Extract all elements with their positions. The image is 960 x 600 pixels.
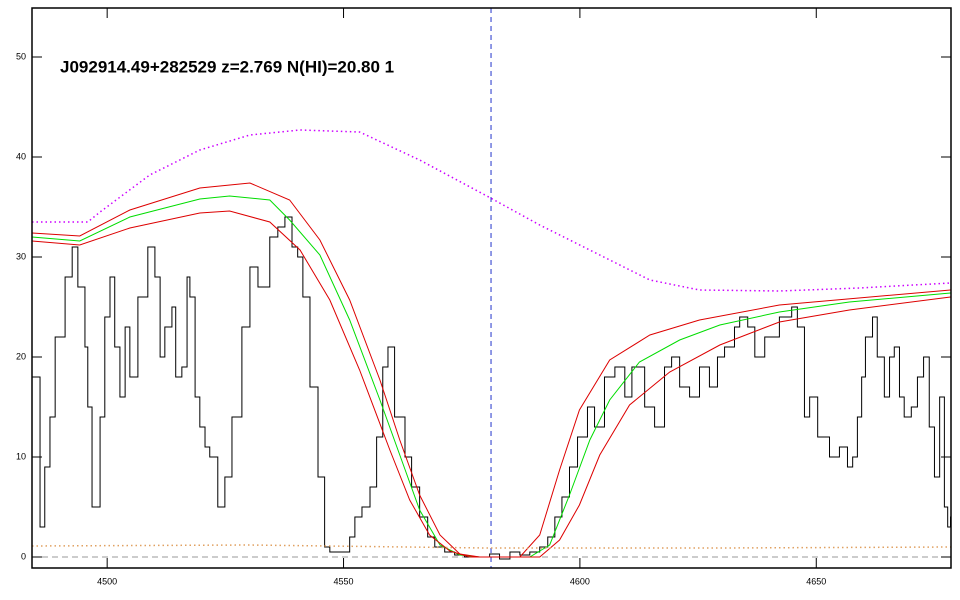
model-line — [31, 195, 951, 558]
y-tick-label: 20 — [16, 351, 26, 361]
y-tick-label: 10 — [16, 451, 26, 461]
y-tick-label: 0 — [21, 551, 26, 561]
x-tick-label: 4650 — [806, 576, 826, 586]
x-tick-label: 4600 — [570, 576, 590, 586]
x-tick-label: 4500 — [97, 576, 117, 586]
flux — [32, 216, 952, 560]
y-tick-label: 40 — [16, 151, 26, 161]
y-tick-label: 30 — [16, 251, 26, 261]
y-tick-label: 50 — [16, 51, 26, 61]
x-tick-label: 4550 — [334, 576, 354, 586]
model-line — [31, 210, 951, 558]
chart-title: J092914.49+282529 z=2.769 N(HI)=20.80 1 — [60, 57, 394, 76]
model-line — [31, 182, 951, 558]
model-line — [32, 129, 951, 292]
model-line — [31, 544, 951, 549]
axes-frame — [31, 7, 952, 569]
plot-area — [31, 8, 952, 568]
